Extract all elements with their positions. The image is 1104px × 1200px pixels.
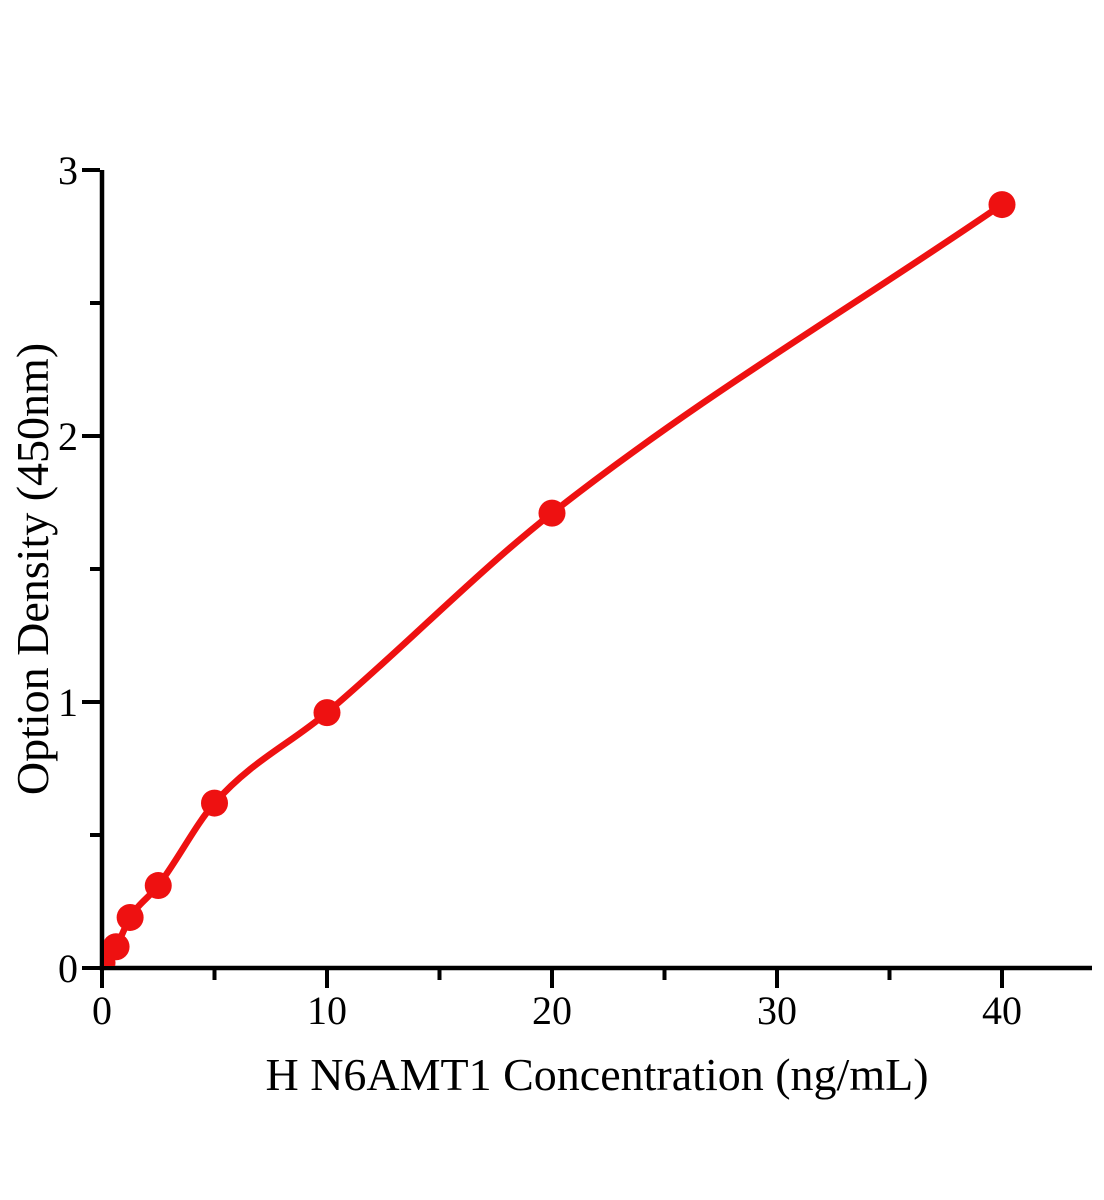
x-tick-label: 20 <box>532 988 572 1033</box>
axes <box>99 170 1092 971</box>
y-tick-labels: 0 1 2 3 <box>58 148 78 991</box>
data-point-marker <box>104 933 130 961</box>
y-tick-label: 1 <box>58 680 78 725</box>
y-tick-label: 3 <box>58 148 78 193</box>
standard-curve-line <box>104 201 1006 966</box>
x-tick-label: 10 <box>307 988 347 1033</box>
data-point-marker <box>116 903 144 931</box>
data-point-marker <box>313 699 341 727</box>
x-axis-title: H N6AMT1 Concentration (ng/mL) <box>265 1049 929 1100</box>
data-series <box>104 191 1016 966</box>
data-point-marker <box>988 191 1016 219</box>
y-tick-label: 0 <box>58 946 78 991</box>
data-point-marker <box>538 499 566 527</box>
y-axis-title: Option Density (450nm) <box>7 342 58 796</box>
axis-ticks <box>82 168 1004 988</box>
data-point-marker <box>201 789 228 817</box>
data-point-marker <box>144 872 172 900</box>
x-tick-label: 0 <box>92 988 112 1033</box>
x-tick-labels: 0 10 20 30 40 <box>92 988 1022 1033</box>
x-tick-label: 30 <box>757 988 797 1033</box>
x-tick-label: 40 <box>982 988 1022 1033</box>
y-tick-label: 2 <box>58 414 78 459</box>
